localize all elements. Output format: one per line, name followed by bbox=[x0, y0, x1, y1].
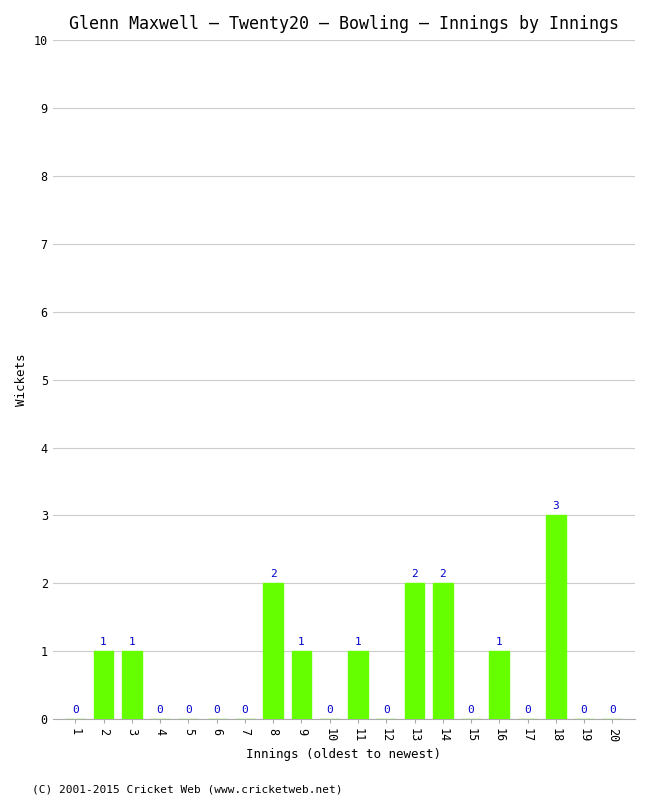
Bar bbox=[348, 651, 368, 719]
Bar bbox=[546, 515, 566, 719]
Bar bbox=[263, 583, 283, 719]
Text: 1: 1 bbox=[100, 637, 107, 646]
Y-axis label: Wickets: Wickets bbox=[15, 354, 28, 406]
Bar bbox=[433, 583, 452, 719]
Bar bbox=[94, 651, 114, 719]
Text: 0: 0 bbox=[609, 705, 616, 715]
Bar bbox=[292, 651, 311, 719]
Bar bbox=[122, 651, 142, 719]
Bar bbox=[404, 583, 424, 719]
Text: 0: 0 bbox=[185, 705, 192, 715]
Text: 2: 2 bbox=[270, 569, 276, 578]
Text: 1: 1 bbox=[129, 637, 135, 646]
Text: 0: 0 bbox=[213, 705, 220, 715]
Text: 0: 0 bbox=[326, 705, 333, 715]
Text: 0: 0 bbox=[242, 705, 248, 715]
Text: 0: 0 bbox=[157, 705, 163, 715]
X-axis label: Innings (oldest to newest): Innings (oldest to newest) bbox=[246, 748, 441, 761]
Text: (C) 2001-2015 Cricket Web (www.cricketweb.net): (C) 2001-2015 Cricket Web (www.cricketwe… bbox=[32, 784, 343, 794]
Title: Glenn Maxwell – Twenty20 – Bowling – Innings by Innings: Glenn Maxwell – Twenty20 – Bowling – Inn… bbox=[69, 15, 619, 33]
Text: 0: 0 bbox=[383, 705, 389, 715]
Text: 0: 0 bbox=[72, 705, 79, 715]
Text: 0: 0 bbox=[524, 705, 531, 715]
Text: 1: 1 bbox=[298, 637, 305, 646]
Text: 1: 1 bbox=[355, 637, 361, 646]
Text: 2: 2 bbox=[439, 569, 446, 578]
Text: 0: 0 bbox=[580, 705, 588, 715]
Text: 2: 2 bbox=[411, 569, 418, 578]
Bar bbox=[489, 651, 509, 719]
Text: 0: 0 bbox=[467, 705, 474, 715]
Text: 3: 3 bbox=[552, 501, 559, 510]
Text: 1: 1 bbox=[496, 637, 502, 646]
